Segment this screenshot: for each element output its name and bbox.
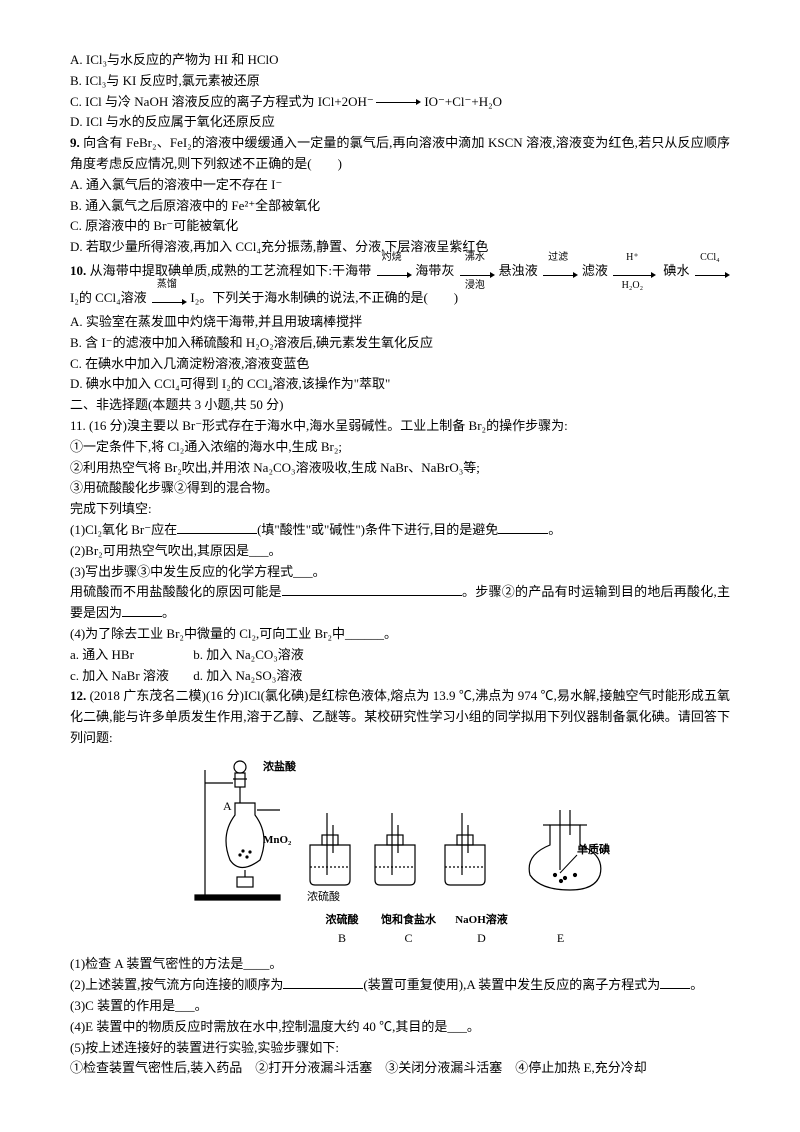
q12-p5: (5)按上述连接好的装置进行实验,实验步骤如下: <box>70 1038 730 1059</box>
svg-text:单质碘: 单质碘 <box>577 842 610 856</box>
q12-p2: (2)上述装置,按气流方向连接的顺序为(装置可重复使用),A 装置中发生反应的离… <box>70 975 730 996</box>
q9-option-a: A. 通入氯气后的溶液中一定不存在 I⁻ <box>70 175 730 196</box>
q9-option-c: C. 原溶液中的 Br⁻可能被氧化 <box>70 216 730 237</box>
svg-text:A: A <box>223 799 232 813</box>
svg-text:浓硫酸: 浓硫酸 <box>307 889 340 903</box>
q11-opts-ab: a. 通入 HBr b. 加入 Na₂CO₃溶液 <box>70 645 730 666</box>
apparatus-figure: 浓盐酸 A MnO₂ 浓硫酸 <box>70 755 730 949</box>
q12-p4: (4)E 装置中的物质反应时需放在水中,控制温度大约 40 ℃,其目的是___。 <box>70 1017 730 1038</box>
q11-p3: (3)写出步骤③中发生反应的化学方程式___。 <box>70 562 730 583</box>
q11-p4: (4)为了除去工业 Br₂中微量的 Cl₂,可向工业 Br₂中______。 <box>70 624 730 645</box>
q8-option-b: B. ICl₃与 KI 反应时,氯元素被还原 <box>70 71 730 92</box>
q10-option-b: B. 含 I⁻的滤液中加入稀硫酸和 H₂O₂溶液后,碘元素发生氧化反应 <box>70 333 730 354</box>
q11-stem: 11. (16 分)溴主要以 Br⁻形式存在于海水中,海水呈弱碱性。工业上制备 … <box>70 416 730 437</box>
q11-p3b: 用硫酸而不用盐酸酸化的原因可能是。步骤②的产品有时运输到目的地后再酸化,主要是因… <box>70 582 730 624</box>
q9-option-b: B. 通入氯气之后原溶液中的 Fe²⁺全部被氧化 <box>70 196 730 217</box>
q10-option-d: D. 碘水中加入 CCl₄可得到 I₂的 CCl₄溶液,该操作为"萃取" <box>70 374 730 395</box>
q11-step1: ①一定条件下,将 Cl₂通入浓缩的海水中,生成 Br₂; <box>70 437 730 458</box>
q11-p2: (2)Br₂可用热空气吹出,其原因是___。 <box>70 541 730 562</box>
q12-p1: (1)检查 A 装置气密性的方法是____。 <box>70 954 730 975</box>
q8-option-a: A. ICl₃与水反应的产物为 HI 和 HClO <box>70 50 730 71</box>
svg-text:MnO₂: MnO₂ <box>263 834 292 846</box>
q8-option-d: D. ICl 与水的反应属于氧化还原反应 <box>70 112 730 133</box>
q11-opts-cd: c. 加入 NaBr 溶液 d. 加入 Na₂SO₃溶液 <box>70 666 730 687</box>
q10-option-a: A. 实验室在蒸发皿中灼烧干海带,并且用玻璃棒搅拌 <box>70 312 730 333</box>
q11-p1: (1)Cl₂氧化 Br⁻应在(填"酸性"或"碱性")条件下进行,目的是避免。 <box>70 520 730 541</box>
q12-p5-steps: ①检查装置气密性后,装入药品 ②打开分液漏斗活塞 ③关闭分液漏斗活塞 ④停止加热… <box>70 1058 730 1079</box>
q12-stem: 12. (2018 广东茂名二模)(16 分)ICl(氯化碘)是红棕色液体,熔点… <box>70 686 730 748</box>
q9-stem: 9. 向含有 FeBr₂、FeI₂的溶液中缓缓通入一定量的氯气后,再向溶液中滴加… <box>70 133 730 175</box>
q10-stem: 10. 从海带中提取碘单质,成熟的工艺流程如下:干海带 灼烧 海带灰 沸水浸泡 … <box>70 258 730 312</box>
part2-title: 二、非选择题(本题共 3 小题,共 50 分) <box>70 395 730 416</box>
svg-text:浓盐酸: 浓盐酸 <box>263 759 297 773</box>
q8-option-c: C. ICl 与冷 NaOH 溶液反应的离子方程式为 ICl+2OH⁻ IO⁻+… <box>70 92 730 113</box>
q10-option-c: C. 在碘水中加入几滴淀粉溶液,溶液变蓝色 <box>70 354 730 375</box>
q11-step4: 完成下列填空: <box>70 499 730 520</box>
q11-step2: ②利用热空气将 Br₂吹出,并用浓 Na₂CO₃溶液吸收,生成 NaBr、NaB… <box>70 458 730 479</box>
q12-p3: (3)C 装置的作用是___。 <box>70 996 730 1017</box>
q11-step3: ③用硫酸酸化步骤②得到的混合物。 <box>70 478 730 499</box>
